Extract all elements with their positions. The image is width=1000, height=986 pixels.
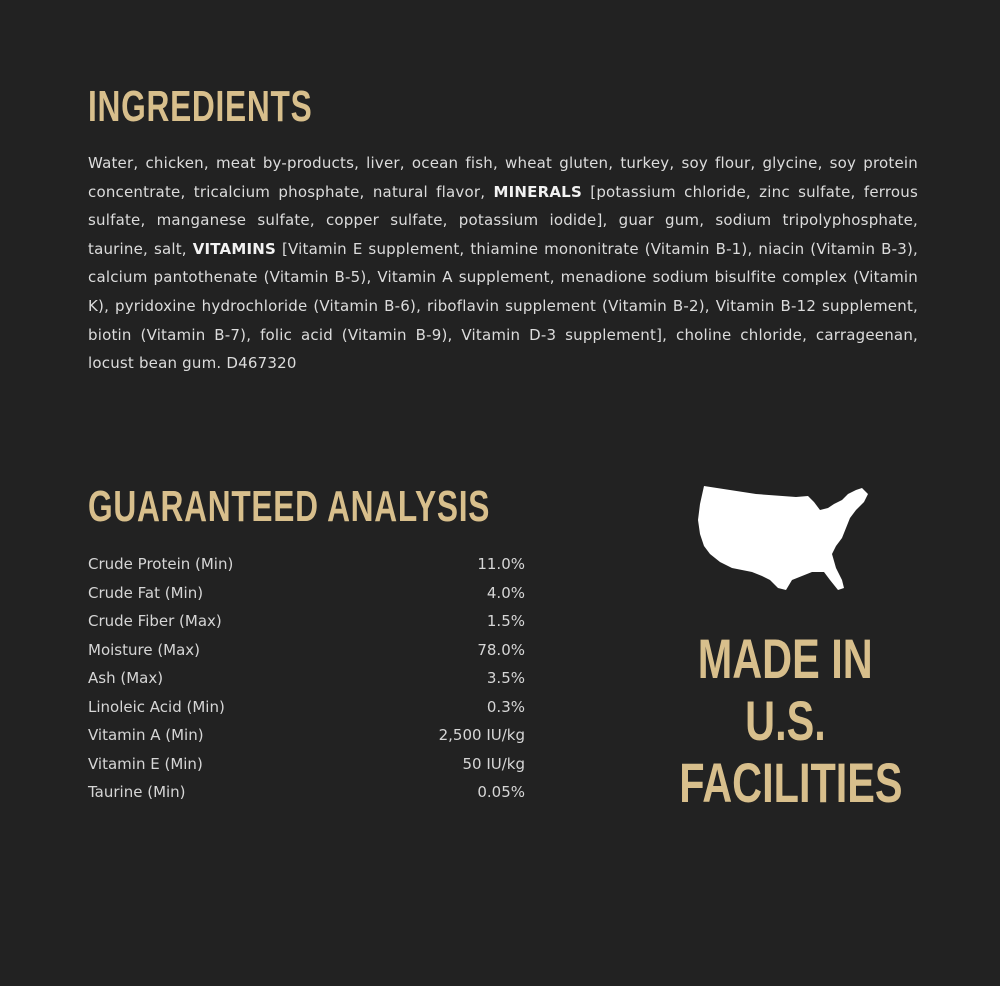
ingredients-part-1: Water, chicken, meat by-products, liver,…: [88, 154, 918, 201]
table-row: Moisture (Max) 78.0%: [88, 636, 525, 665]
nutrient-label: Moisture (Max): [88, 640, 201, 659]
guaranteed-analysis-title: GUARANTEED ANALYSIS: [88, 482, 491, 531]
table-row: Crude Protein (Min) 11.0%: [88, 550, 525, 579]
nutrient-value: 78.0%: [477, 640, 525, 659]
nutrient-label: Crude Protein (Min): [88, 555, 234, 573]
table-row: Crude Fiber (Max) 1.5%: [88, 607, 525, 636]
table-row: Vitamin E (Min) 50 IU/kg: [88, 750, 525, 779]
nutrient-value: 0.05%: [477, 783, 525, 801]
made-in-line-3: FACILITIES: [679, 751, 903, 814]
nutrient-value: 2,500 IU/kg: [438, 726, 525, 744]
nutrient-label: Linoleic Acid (Min): [88, 697, 225, 716]
table-row: Taurine (Min) 0.05%: [88, 778, 525, 807]
table-row: Linoleic Acid (Min) 0.3%: [88, 693, 525, 722]
nutrient-value: 50 IU/kg: [462, 754, 525, 773]
nutrient-label: Vitamin A (Min): [88, 726, 204, 744]
made-in-us-label: MADE IN U.S. FACILITIES: [640, 628, 930, 814]
nutrient-value: 4.0%: [486, 583, 525, 602]
made-in-line-1: MADE IN: [697, 627, 873, 690]
usa-map-icon: [698, 486, 868, 590]
nutrient-label: Ash (Max): [88, 669, 164, 687]
minerals-label: MINERALS: [493, 182, 582, 201]
nutrient-value: 3.5%: [486, 669, 525, 687]
nutrient-label: Vitamin E (Min): [88, 754, 203, 773]
ingredients-text: Water, chicken, meat by-products, liver,…: [88, 149, 918, 378]
ingredients-part-2: [potassium chloride, zinc sulfate, ferro…: [88, 182, 918, 258]
ingredients-title: INGREDIENTS: [88, 82, 313, 131]
made-in-line-2: U.S.: [744, 689, 826, 752]
nutrient-label: Taurine (Min): [88, 783, 186, 801]
nutrient-value: 0.3%: [486, 697, 525, 716]
nutrient-label: Crude Fat (Min): [88, 583, 204, 602]
nutrient-label: Crude Fiber (Max): [88, 612, 222, 630]
nutrient-value: 11.0%: [477, 555, 525, 573]
table-row: Vitamin A (Min) 2,500 IU/kg: [88, 721, 525, 750]
table-row: Crude Fat (Min) 4.0%: [88, 579, 525, 608]
vitamins-label: VITAMINS: [192, 239, 277, 258]
table-row: Ash (Max) 3.5%: [88, 664, 525, 693]
ingredients-part-3: [Vitamin E supplement, thiamine mononitr…: [88, 239, 918, 373]
guaranteed-analysis-table: Crude Protein (Min) 11.0% Crude Fat (Min)…: [88, 550, 525, 807]
nutrient-value: 1.5%: [486, 612, 525, 630]
